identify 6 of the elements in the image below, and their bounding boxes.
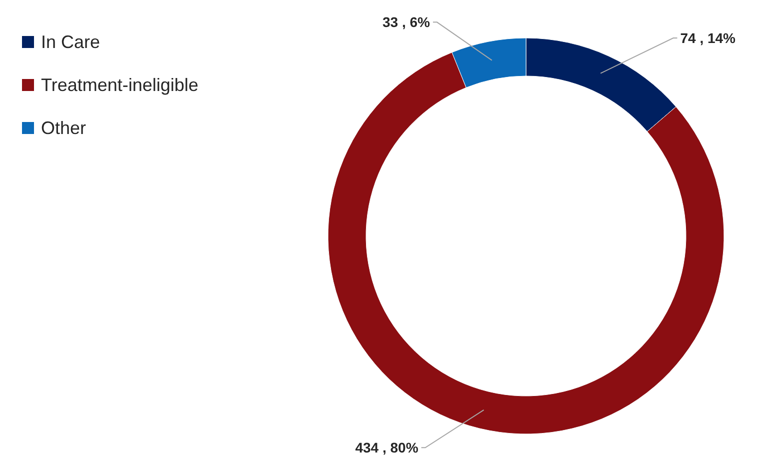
legend-label: Treatment-ineligible [41,75,198,95]
data-label: 33 , 6% [382,14,431,30]
data-label: 74 , 14% [680,30,736,46]
legend-label: In Care [41,32,100,52]
data-label: 434 , 80% [355,440,419,456]
legend-label: Other [41,118,86,138]
